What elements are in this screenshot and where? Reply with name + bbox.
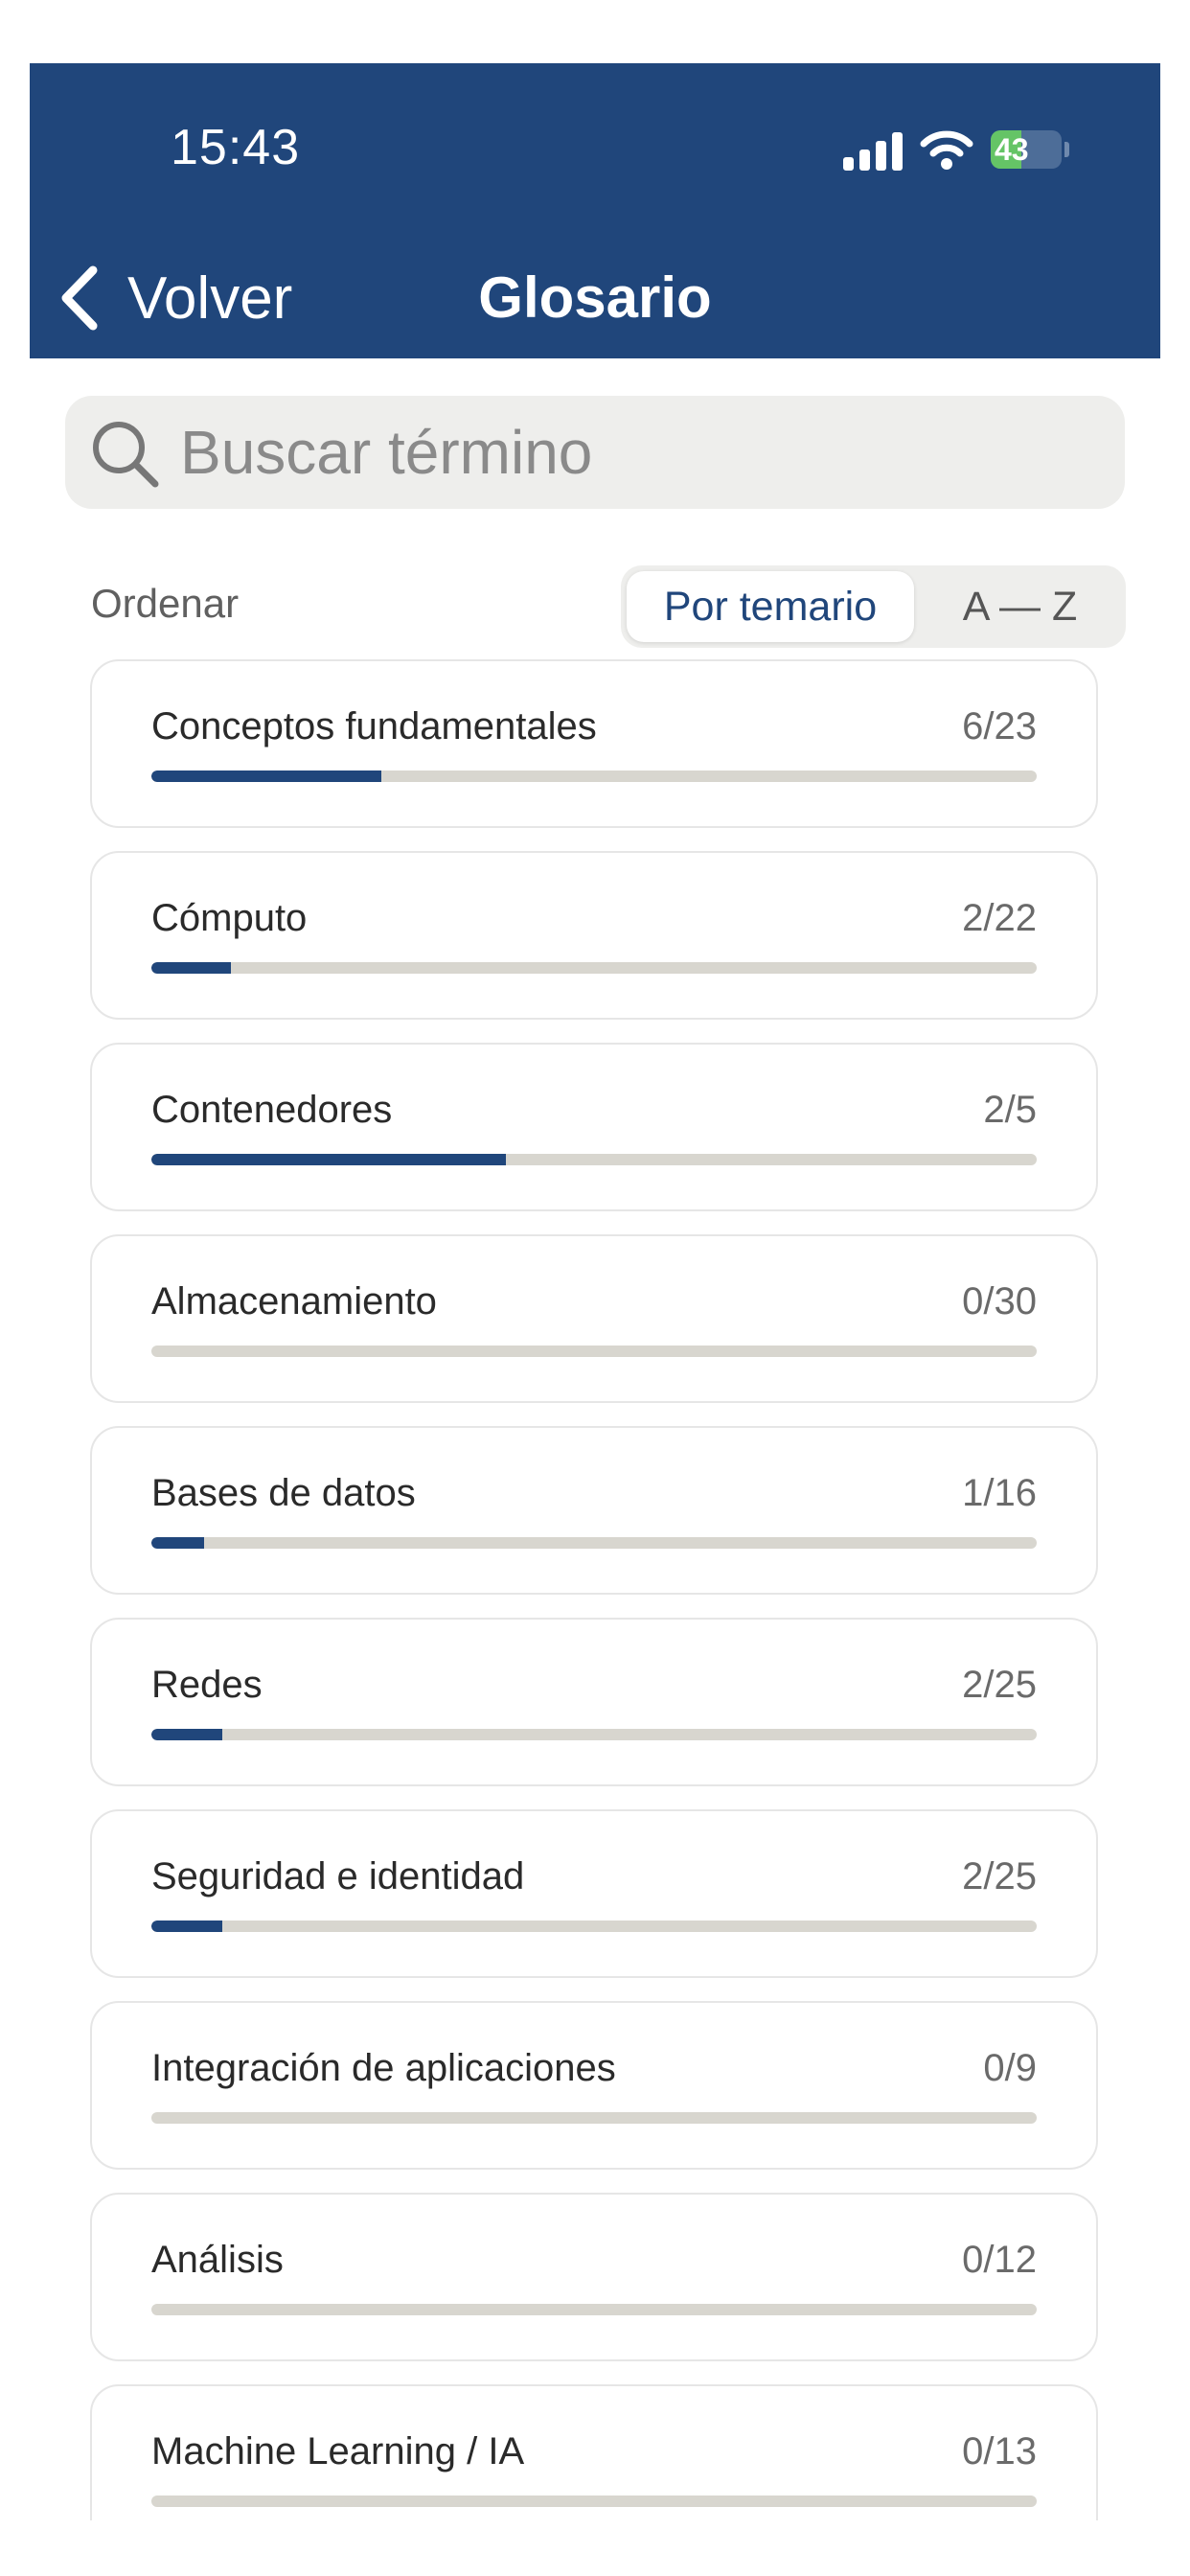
topic-count: 2/25 — [962, 1855, 1037, 1898]
status-time: 15:43 — [171, 120, 301, 175]
topic-name: Conceptos fundamentales — [151, 705, 597, 748]
topic-card[interactable]: Contenedores 2/5 — [90, 1043, 1098, 1211]
topic-count: 2/5 — [983, 1089, 1037, 1131]
topic-card[interactable]: Almacenamiento 0/30 — [90, 1234, 1098, 1403]
progress-bar — [151, 1920, 1037, 1932]
topic-count: 1/16 — [962, 1472, 1037, 1514]
back-label: Volver — [127, 264, 293, 332]
cellular-signal-icon — [843, 132, 904, 171]
sort-option-a-z[interactable]: A — Z — [962, 583, 1078, 630]
page-title: Glosario — [478, 265, 712, 330]
topic-card[interactable]: Integración de aplicaciones 0/9 — [90, 2001, 1098, 2170]
topic-card[interactable]: Machine Learning / IA 0/13 — [90, 2384, 1098, 2520]
progress-fill — [151, 1537, 205, 1549]
progress-bar — [151, 1154, 1037, 1165]
topic-card[interactable]: Cómputo 2/22 — [90, 851, 1098, 1020]
topic-name: Redes — [151, 1664, 263, 1706]
progress-fill — [151, 962, 232, 974]
topic-count: 0/9 — [983, 2047, 1037, 2089]
search-input[interactable] — [180, 413, 1100, 492]
sort-label: Ordenar — [91, 581, 240, 626]
topic-name: Bases de datos — [151, 1472, 416, 1514]
topic-card[interactable]: Redes 2/25 — [90, 1618, 1098, 1786]
topic-count: 0/13 — [962, 2430, 1037, 2472]
battery-level: 43 — [995, 132, 1029, 167]
topic-name: Cómputo — [151, 897, 308, 939]
progress-bar — [151, 770, 1037, 782]
chevron-left-icon — [61, 265, 98, 331]
topic-count: 2/22 — [962, 897, 1037, 939]
app-screen: 15:43 43 Volver Glosario — [30, 63, 1160, 2520]
topic-count: 0/12 — [962, 2239, 1037, 2281]
progress-fill — [151, 770, 382, 782]
topic-name: Seguridad e identidad — [151, 1855, 525, 1898]
progress-fill — [151, 1729, 222, 1740]
topic-name: Machine Learning / IA — [151, 2430, 525, 2472]
topic-card[interactable]: Seguridad e identidad 2/25 — [90, 1809, 1098, 1978]
back-button[interactable]: Volver — [58, 260, 292, 336]
topic-list: Conceptos fundamentales 6/23 Cómputo 2/2… — [90, 659, 1098, 2520]
progress-bar — [151, 2112, 1037, 2124]
topic-card[interactable]: Análisis 0/12 — [90, 2193, 1098, 2361]
progress-bar — [151, 1729, 1037, 1740]
topic-card[interactable]: Bases de datos 1/16 — [90, 1426, 1098, 1595]
progress-bar — [151, 2496, 1037, 2507]
battery-cap — [1064, 142, 1069, 157]
topic-count: 2/25 — [962, 1664, 1037, 1706]
topic-count: 0/30 — [962, 1280, 1037, 1322]
progress-fill — [151, 1920, 222, 1932]
topic-name: Análisis — [151, 2239, 284, 2281]
battery-icon: 43 — [991, 130, 1062, 169]
topic-name: Contenedores — [151, 1089, 393, 1131]
topic-count: 6/23 — [962, 705, 1037, 748]
sort-option-por-temario[interactable]: Por temario — [627, 571, 914, 642]
search-bar — [65, 396, 1125, 509]
progress-fill — [151, 1154, 506, 1165]
search-icon — [93, 422, 159, 488]
topic-card[interactable]: Conceptos fundamentales 6/23 — [90, 659, 1098, 828]
progress-bar — [151, 1346, 1037, 1357]
progress-bar — [151, 962, 1037, 974]
navigation-header: 15:43 43 Volver Glosario — [30, 63, 1160, 358]
progress-bar — [151, 2304, 1037, 2315]
wifi-icon — [920, 130, 973, 170]
sort-segmented-control: Por temario A — Z — [621, 565, 1126, 648]
topic-name: Integración de aplicaciones — [151, 2047, 616, 2089]
progress-bar — [151, 1537, 1037, 1549]
topic-name: Almacenamiento — [151, 1280, 437, 1322]
